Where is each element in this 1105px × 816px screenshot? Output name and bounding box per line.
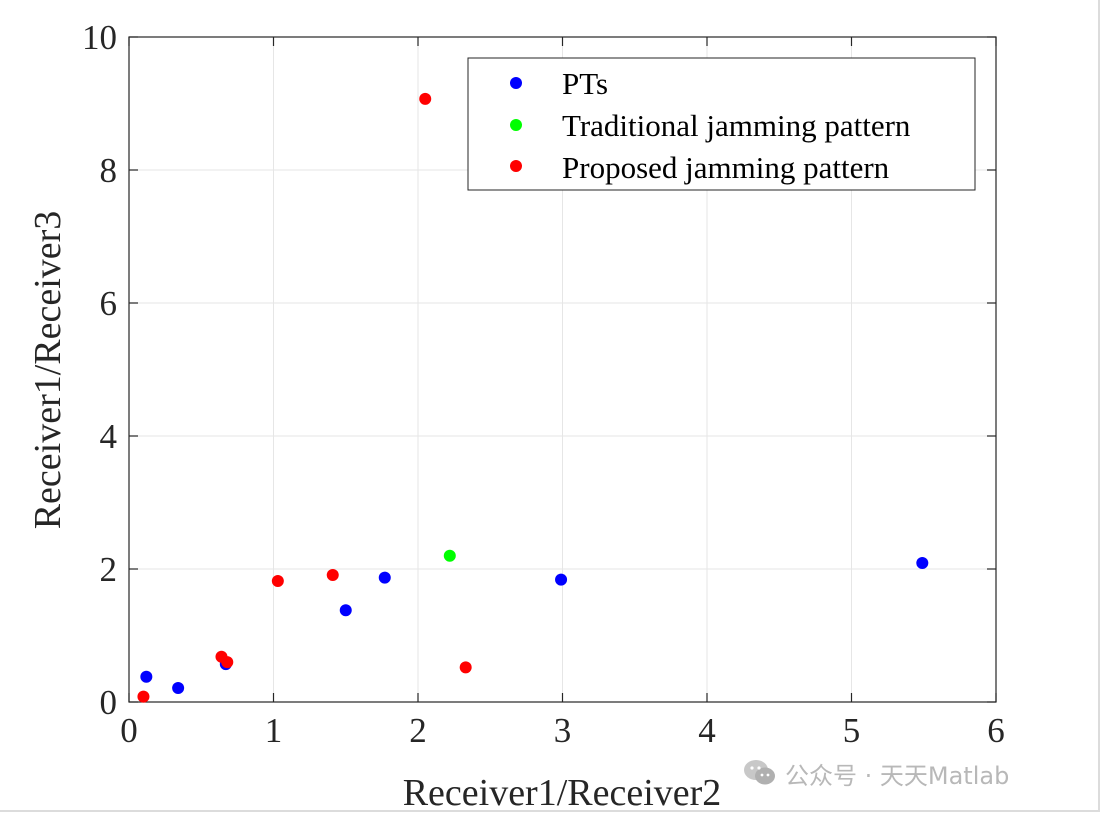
x-tick-label-4: 4	[698, 711, 716, 750]
watermark-text: 公众号 · 天天Matlab	[785, 761, 1010, 790]
legend-marker-proposed	[510, 160, 522, 172]
y-tick-label-2: 2	[100, 550, 118, 589]
y-tick-label-6: 6	[100, 284, 118, 323]
point-series0-5	[555, 573, 568, 586]
point-series2-5	[419, 92, 432, 105]
point-series0-6	[916, 557, 929, 570]
legend-marker-pts	[510, 77, 522, 89]
legend-label-proposed: Proposed jamming pattern	[562, 150, 890, 185]
legend-label-traditional: Traditional jamming pattern	[562, 108, 911, 143]
axis-ticks: 0 1 2 3 4 5 6 0 2 4 6 8 10	[82, 18, 1005, 750]
point-series2-3	[271, 574, 284, 587]
legend: PTs Traditional jamming pattern Proposed…	[467, 57, 976, 191]
point-series0-4	[378, 571, 391, 584]
y-tick-label-10: 10	[82, 18, 117, 57]
legend-marker-traditional	[510, 119, 522, 131]
x-tick-label-1: 1	[265, 711, 283, 750]
legend-box	[467, 57, 976, 191]
point-series2-4	[326, 568, 339, 581]
y-tick-label-0: 0	[100, 683, 118, 722]
point-series0-1	[172, 682, 185, 695]
point-series0-3	[339, 604, 352, 617]
watermark: 公众号 · 天天Matlab	[743, 756, 1009, 790]
window-edge-right	[1098, 0, 1100, 810]
y-axis-label: Receiver1/Receiver3	[27, 211, 69, 530]
x-axis-label: Receiver1/Receiver2	[403, 772, 722, 814]
data-markers	[137, 92, 929, 703]
window-edge-bottom	[0, 810, 1100, 812]
x-tick-label-3: 3	[554, 711, 572, 750]
y-tick-label-4: 4	[100, 417, 118, 456]
point-series0-0	[140, 670, 153, 683]
point-series2-2	[221, 656, 234, 669]
wechat-icon	[744, 760, 775, 785]
point-series2-0	[137, 690, 150, 703]
point-series1-0	[443, 549, 456, 562]
x-tick-label-5: 5	[843, 711, 861, 750]
x-tick-label-6: 6	[987, 711, 1005, 750]
x-tick-label-0: 0	[120, 711, 138, 750]
y-tick-label-8: 8	[100, 151, 118, 190]
legend-label-pts: PTs	[562, 66, 608, 101]
point-series2-6	[459, 661, 472, 674]
x-tick-label-2: 2	[409, 711, 427, 750]
